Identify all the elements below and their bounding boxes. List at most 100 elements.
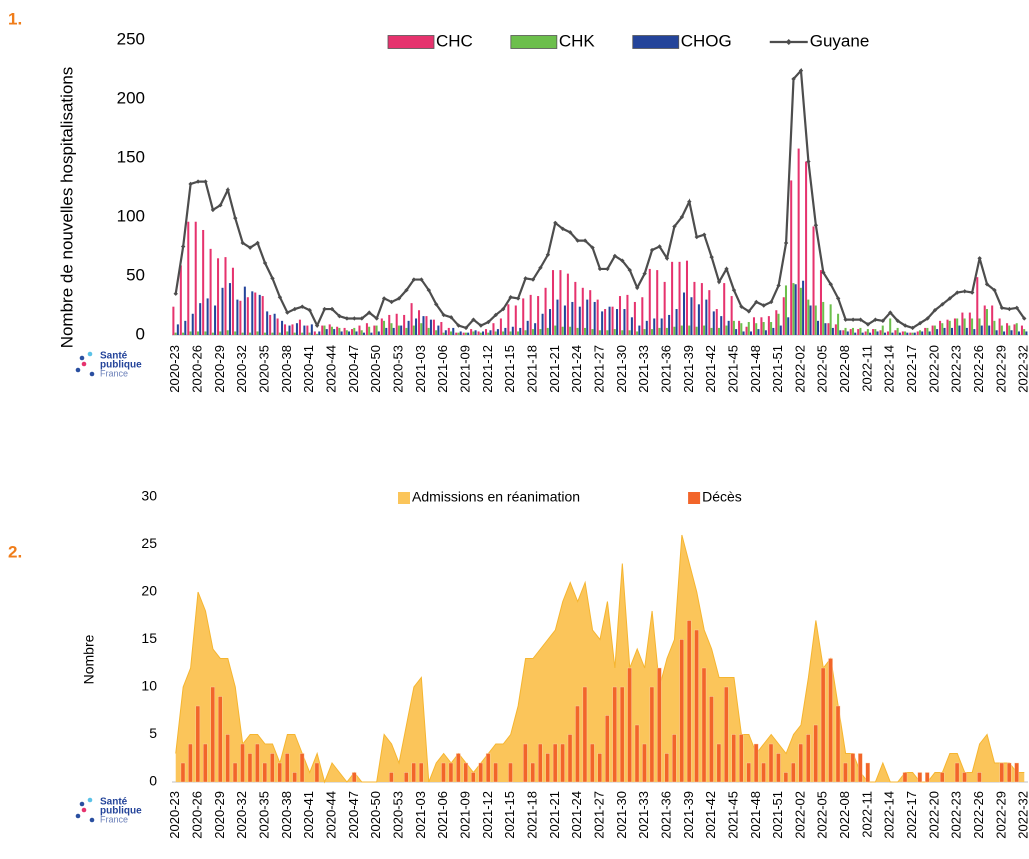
bar xyxy=(389,772,394,783)
bar xyxy=(390,323,393,335)
line-marker xyxy=(188,181,193,187)
bar xyxy=(435,330,438,335)
bar xyxy=(883,332,887,335)
bar xyxy=(876,331,879,335)
bar xyxy=(634,724,640,783)
panel-label: 2. xyxy=(8,542,22,561)
line-marker xyxy=(545,252,551,257)
line-marker xyxy=(716,279,722,285)
bar xyxy=(837,313,840,335)
line-marker xyxy=(314,323,320,328)
y-tick-label: 0 xyxy=(136,324,145,343)
bar xyxy=(456,753,461,783)
bar xyxy=(405,327,408,335)
bar xyxy=(563,305,566,335)
line-marker xyxy=(486,319,491,325)
bar xyxy=(747,322,750,335)
bar xyxy=(581,287,584,335)
bar xyxy=(849,329,852,335)
line-marker xyxy=(657,244,662,249)
bar xyxy=(353,327,356,335)
line-marker xyxy=(478,323,484,328)
bar xyxy=(861,332,864,335)
line-marker xyxy=(195,179,201,184)
x-tick-label: 2020-53 xyxy=(390,791,405,839)
bar xyxy=(896,327,899,335)
x-tick-label: 2022-29 xyxy=(993,791,1008,839)
bar xyxy=(948,320,951,335)
legend-label: CHK xyxy=(559,31,596,50)
logo-dot xyxy=(75,813,81,819)
area-fill xyxy=(175,535,1025,782)
bar xyxy=(493,762,498,783)
bar xyxy=(583,327,587,335)
bar xyxy=(209,248,212,335)
bar xyxy=(180,762,186,783)
bar xyxy=(604,309,607,335)
bar xyxy=(597,753,603,783)
bar xyxy=(1000,325,1003,335)
line-marker xyxy=(746,309,752,314)
x-tick-label: 2021-12 xyxy=(480,345,495,393)
bar xyxy=(606,330,609,335)
line-marker xyxy=(969,290,975,295)
legend-label: Admissions en réanimation xyxy=(412,489,580,505)
bar xyxy=(271,332,274,335)
bar xyxy=(249,332,252,335)
bar xyxy=(864,331,867,335)
bar xyxy=(182,332,185,335)
bar xyxy=(291,324,294,335)
bar xyxy=(559,270,562,335)
bar xyxy=(965,327,968,335)
line-marker xyxy=(612,253,618,259)
line-marker xyxy=(262,260,268,266)
bar xyxy=(745,326,748,335)
line-marker xyxy=(523,276,528,281)
x-tick-label: 2021-45 xyxy=(725,791,740,839)
line-marker xyxy=(530,277,536,282)
bar xyxy=(813,724,818,783)
bar xyxy=(740,323,743,335)
bar xyxy=(633,301,636,335)
bar xyxy=(383,320,386,335)
line-marker xyxy=(664,256,670,261)
bar xyxy=(412,325,415,335)
bar xyxy=(484,329,488,335)
line-marker xyxy=(404,287,409,293)
x-tick-label: 2021-09 xyxy=(457,791,472,839)
bar xyxy=(973,329,976,335)
bar xyxy=(508,762,513,783)
bar xyxy=(797,148,800,335)
bar xyxy=(541,313,544,335)
x-tick-label: 2020-41 xyxy=(301,345,316,393)
x-tick-label: 2020-50 xyxy=(368,345,383,393)
bar xyxy=(338,327,341,335)
bar xyxy=(316,333,319,335)
bar xyxy=(571,301,574,335)
bar xyxy=(717,327,721,335)
bar xyxy=(263,332,266,335)
line-marker xyxy=(821,270,826,275)
bar xyxy=(720,316,723,335)
bar xyxy=(891,332,894,335)
bar xyxy=(499,318,502,335)
bar xyxy=(457,332,460,335)
x-tick-label: 2021-51 xyxy=(770,345,785,393)
line-marker xyxy=(806,159,811,164)
bar xyxy=(591,329,594,335)
bar xyxy=(703,325,706,335)
x-tick-label: 2020-32 xyxy=(234,345,249,393)
line-marker xyxy=(381,296,387,301)
bar xyxy=(854,332,857,335)
bar xyxy=(432,319,435,335)
bar xyxy=(234,331,237,335)
bar xyxy=(777,313,780,335)
bar xyxy=(1006,323,1009,335)
bar xyxy=(407,320,410,335)
bar xyxy=(292,772,297,783)
bar xyxy=(820,667,826,783)
panel-label: 1. xyxy=(8,9,22,28)
bar xyxy=(256,331,259,335)
line-marker xyxy=(493,312,498,318)
x-tick-label: 2021-18 xyxy=(524,345,539,393)
